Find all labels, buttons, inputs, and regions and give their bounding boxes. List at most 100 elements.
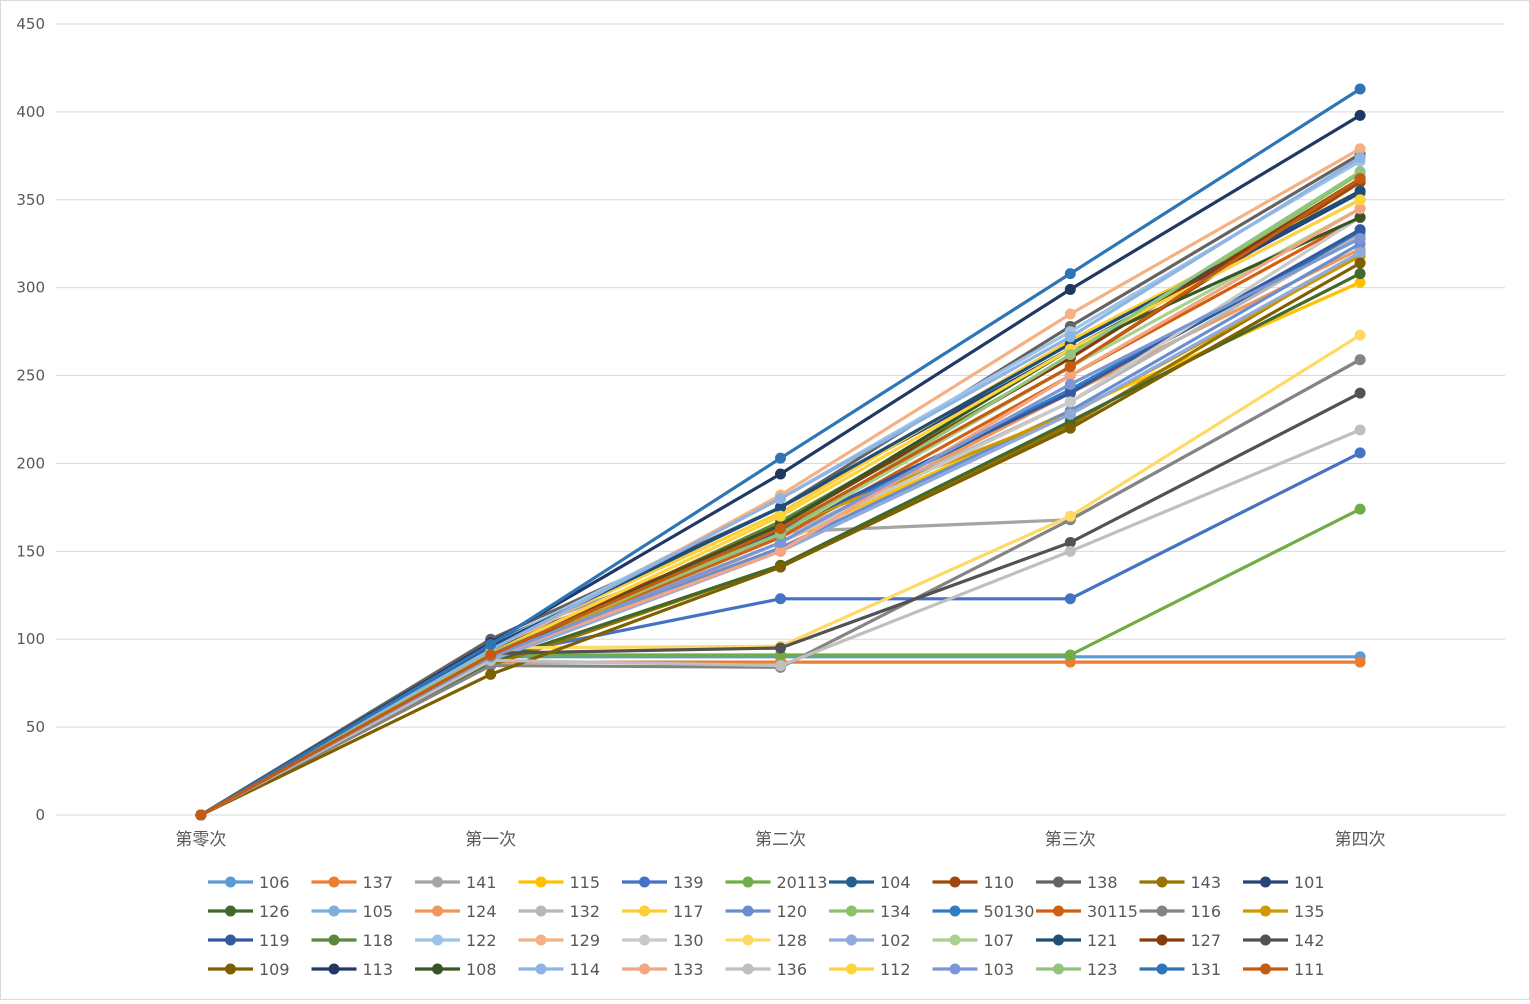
legend-entry[interactable]: 107 bbox=[932, 931, 1015, 950]
legend-marker bbox=[328, 905, 340, 917]
legend-entry[interactable]: 117 bbox=[622, 902, 704, 921]
legend-entry[interactable]: 129 bbox=[518, 931, 601, 950]
data-point bbox=[1064, 361, 1076, 373]
x-tick-label: 第零次 bbox=[175, 830, 226, 850]
legend-entry[interactable]: 131 bbox=[1139, 960, 1222, 979]
legend-entry[interactable]: 30115 bbox=[1036, 902, 1138, 921]
legend-label: 127 bbox=[1191, 931, 1222, 950]
data-point bbox=[1064, 283, 1076, 295]
legend-marker bbox=[1156, 876, 1168, 888]
legend-entry[interactable]: 128 bbox=[725, 931, 808, 950]
legend-label: 142 bbox=[1294, 931, 1325, 950]
legend-label: 132 bbox=[570, 902, 601, 921]
legend-entry[interactable]: 143 bbox=[1139, 873, 1222, 892]
legend-label: 136 bbox=[777, 960, 808, 979]
legend-entry[interactable]: 124 bbox=[415, 902, 497, 921]
data-point bbox=[1064, 408, 1076, 420]
legend-entry[interactable]: 141 bbox=[415, 873, 497, 892]
data-point bbox=[1064, 331, 1076, 343]
data-point bbox=[1354, 232, 1366, 244]
legend-entry[interactable]: 122 bbox=[415, 931, 497, 950]
legend-entry[interactable]: 120 bbox=[725, 902, 808, 921]
data-point bbox=[1354, 143, 1366, 155]
legend-entry[interactable]: 115 bbox=[518, 873, 601, 892]
legend-label: 137 bbox=[363, 873, 394, 892]
data-point bbox=[775, 545, 786, 557]
legend-entry[interactable]: 135 bbox=[1243, 902, 1325, 921]
legend-label: 104 bbox=[880, 873, 911, 892]
data-point bbox=[1064, 649, 1076, 661]
x-tick-label: 第三次 bbox=[1045, 830, 1096, 850]
legend-entry[interactable]: 133 bbox=[622, 960, 704, 979]
legend-entry[interactable]: 20113 bbox=[725, 873, 828, 892]
legend-marker bbox=[742, 934, 754, 946]
legend-marker bbox=[846, 963, 857, 975]
legend-label: 111 bbox=[1294, 960, 1325, 979]
legend-entry[interactable]: 126 bbox=[208, 902, 290, 921]
legend-entry[interactable]: 108 bbox=[415, 960, 497, 979]
data-point bbox=[775, 561, 786, 573]
legend-entry[interactable]: 106 bbox=[208, 873, 290, 892]
legend-entry[interactable]: 50130 bbox=[932, 902, 1035, 921]
data-point bbox=[1354, 211, 1366, 223]
legend-marker bbox=[639, 934, 650, 946]
y-tick-label: 350 bbox=[16, 191, 45, 209]
legend-marker bbox=[432, 934, 443, 946]
legend-label: 122 bbox=[466, 931, 497, 950]
legend-entry[interactable]: 102 bbox=[829, 931, 911, 950]
legend: 106 137 141 115 139 20113 104 110 138 143 101 126 10… bbox=[208, 873, 1325, 979]
legend-label: 116 bbox=[1191, 902, 1222, 921]
legend-marker bbox=[742, 876, 754, 888]
legend-marker bbox=[328, 963, 340, 975]
data-point bbox=[1354, 276, 1366, 288]
x-axis: 第零次 第一次 第二次 第三次 第四次 bbox=[175, 830, 1385, 850]
legend-marker bbox=[535, 876, 547, 888]
y-tick-label: 400 bbox=[16, 103, 45, 121]
data-point bbox=[485, 638, 497, 650]
data-point bbox=[1064, 370, 1076, 382]
legend-entry[interactable]: 105 bbox=[311, 902, 394, 921]
legend-entry[interactable]: 138 bbox=[1036, 873, 1118, 892]
legend-marker bbox=[1260, 963, 1271, 975]
legend-entry[interactable]: 113 bbox=[311, 960, 394, 979]
data-point bbox=[1354, 224, 1366, 236]
legend-marker bbox=[1156, 963, 1168, 975]
legend-label: 131 bbox=[1191, 960, 1222, 979]
legend-entry[interactable]: 123 bbox=[1036, 960, 1118, 979]
y-tick-label: 100 bbox=[16, 630, 45, 648]
legend-label: 120 bbox=[777, 902, 808, 921]
legend-entry[interactable]: 101 bbox=[1243, 873, 1325, 892]
legend-entry[interactable]: 142 bbox=[1243, 931, 1325, 950]
legend-entry[interactable]: 114 bbox=[518, 960, 601, 979]
legend-label: 121 bbox=[1087, 931, 1118, 950]
legend-entry[interactable]: 118 bbox=[311, 931, 394, 950]
legend-entry[interactable]: 116 bbox=[1139, 902, 1222, 921]
legend-entry[interactable]: 134 bbox=[829, 902, 911, 921]
legend-entry[interactable]: 121 bbox=[1036, 931, 1118, 950]
legend-entry[interactable]: 103 bbox=[932, 960, 1015, 979]
data-point bbox=[1354, 247, 1366, 259]
legend-entry[interactable]: 127 bbox=[1139, 931, 1222, 950]
legend-label: 114 bbox=[570, 960, 601, 979]
legend-marker bbox=[225, 963, 236, 975]
legend-entry[interactable]: 111 bbox=[1243, 960, 1325, 979]
legend-marker bbox=[846, 905, 857, 917]
legend-marker bbox=[328, 876, 340, 888]
legend-marker bbox=[432, 963, 443, 975]
legend-label: 124 bbox=[466, 902, 497, 921]
legend-entry[interactable]: 112 bbox=[829, 960, 911, 979]
legend-entry[interactable]: 136 bbox=[725, 960, 808, 979]
legend-entry[interactable]: 132 bbox=[518, 902, 601, 921]
legend-entry[interactable]: 130 bbox=[622, 931, 704, 950]
legend-entry[interactable]: 104 bbox=[829, 873, 911, 892]
data-point bbox=[775, 452, 786, 464]
legend-label: 109 bbox=[259, 960, 290, 979]
legend-marker bbox=[639, 963, 650, 975]
data-point bbox=[1354, 83, 1366, 95]
legend-entry[interactable]: 110 bbox=[932, 873, 1015, 892]
legend-entry[interactable]: 139 bbox=[622, 873, 704, 892]
legend-entry[interactable]: 109 bbox=[208, 960, 290, 979]
legend-entry[interactable]: 119 bbox=[208, 931, 290, 950]
legend-entry[interactable]: 137 bbox=[311, 873, 394, 892]
data-point bbox=[1354, 109, 1366, 121]
